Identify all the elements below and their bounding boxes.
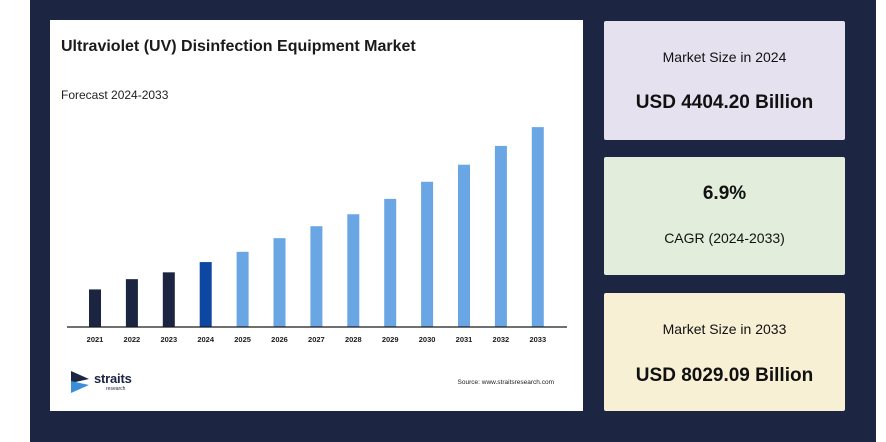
bar-2030 (421, 181, 434, 327)
x-tick-label: 2023 (160, 335, 177, 344)
chart-title: Ultraviolet (UV) Disinfection Equipment … (61, 38, 416, 55)
x-tick-label: 2024 (197, 335, 215, 344)
straits-logo-icon (71, 371, 89, 393)
market-size-2033-label: Market Size in 2033 (662, 321, 787, 337)
x-tick-label: 2022 (124, 335, 141, 344)
bar-2027 (310, 226, 323, 327)
market-size-2024-value: USD 4404.20 Billion (635, 92, 814, 113)
bar-2023 (162, 272, 175, 327)
chart-subtitle: Forecast 2024-2033 (61, 88, 169, 102)
bar-2029 (384, 198, 397, 327)
market-size-2024-card: Market Size in 2024 USD 4404.20 Billion (604, 21, 845, 140)
bar-2021 (89, 289, 101, 327)
cagr-card: 6.9% CAGR (2024-2033) (604, 157, 845, 275)
cagr-label: CAGR (2024-2033) (664, 230, 785, 246)
bar-2022 (125, 279, 138, 327)
chart-card: Ultraviolet (UV) Disinfection Equipment … (50, 20, 583, 411)
bar-2031 (458, 164, 470, 327)
x-tick-label: 2031 (456, 335, 473, 344)
x-tick-label: 2030 (419, 335, 436, 344)
x-tick-label: 2028 (345, 335, 362, 344)
x-tick-label: 2021 (87, 335, 104, 344)
source-text: Source: www.straitsresearch.com (457, 379, 554, 386)
bar-2024 (199, 262, 212, 327)
x-tick-label: 2032 (493, 335, 510, 344)
market-size-2033-value: USD 8029.09 Billion (635, 365, 814, 386)
logo-tagline: research (106, 386, 126, 392)
market-size-2024-label: Market Size in 2024 (662, 49, 787, 65)
bar-2033 (531, 127, 544, 327)
bar-2028 (347, 214, 360, 327)
bar-2026 (273, 238, 286, 327)
x-tick-label: 2029 (382, 335, 399, 344)
cagr-value: 6.9% (702, 183, 747, 204)
x-tick-label: 2027 (308, 335, 325, 344)
x-tick-label: 2025 (234, 335, 251, 344)
straits-logo: straits research (70, 369, 160, 395)
bar-chart: 2021 2022 2023 2024 2025 2026 2027 2028 2029 2030… (67, 127, 567, 344)
bar-2032 (494, 145, 507, 327)
x-tick-label: 2033 (529, 335, 546, 344)
logo-name: straits (94, 371, 132, 386)
market-size-2033-card: Market Size in 2033 USD 8029.09 Billion (604, 293, 845, 411)
x-tick-label: 2026 (271, 335, 288, 344)
bar-2025 (236, 251, 249, 327)
